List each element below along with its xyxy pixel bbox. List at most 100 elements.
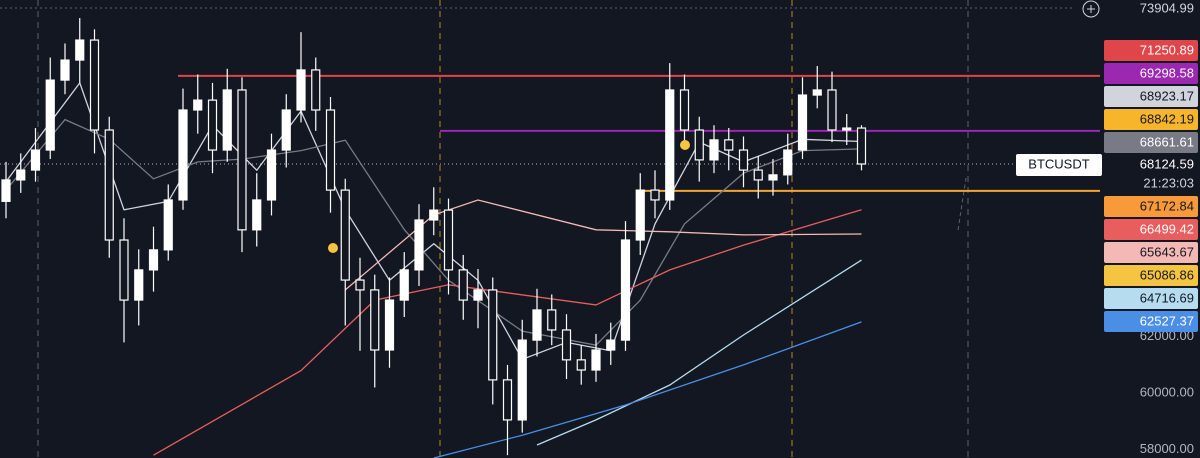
- candle-body: [370, 289, 380, 351]
- candle-body: [856, 127, 867, 165]
- candle-body: [842, 127, 852, 131]
- price-tag-label: 71250.89: [1140, 42, 1194, 57]
- candle-body: [458, 269, 468, 301]
- candle-body: [355, 279, 365, 291]
- candle-body: [399, 269, 409, 301]
- candle-body: [650, 189, 660, 201]
- price-tag-label: 68842.19: [1140, 111, 1194, 126]
- projection: [957, 177, 967, 231]
- alert-dot: [328, 243, 338, 253]
- moving-average: [433, 321, 862, 458]
- alert-dot: [680, 140, 690, 150]
- candle-body: [414, 219, 424, 271]
- candle-body: [45, 79, 55, 151]
- last-price: 68124.59: [1140, 156, 1194, 171]
- candle-body: [576, 359, 586, 371]
- candle-body: [207, 99, 218, 151]
- candle-body: [237, 89, 247, 231]
- candle-body: [163, 199, 173, 251]
- price-tag-label: 68661.61: [1140, 134, 1194, 149]
- symbol: BTCUSDT: [1028, 156, 1089, 171]
- price-tag: [1104, 288, 1198, 309]
- countdown: 21:23:03: [1143, 175, 1194, 190]
- candle-body: [561, 329, 572, 361]
- y-tick-label: 60000.00: [1140, 385, 1194, 400]
- price-tag: [1104, 86, 1198, 107]
- candle-body: [797, 94, 808, 151]
- price-tag-label: 62527.37: [1140, 313, 1194, 328]
- candle-body: [724, 139, 734, 151]
- price-tag-label: 68923.17: [1140, 88, 1194, 103]
- moving-average: [5, 118, 862, 346]
- candle-body: [812, 89, 822, 96]
- top-price: 73904.99: [1140, 0, 1194, 15]
- price-tag: [1104, 40, 1198, 61]
- candle-body: [384, 299, 395, 351]
- candle-body: [620, 239, 631, 341]
- candle-body: [768, 174, 778, 181]
- candle-body: [502, 379, 513, 421]
- price-tag-label: 65643.67: [1140, 244, 1194, 259]
- candle-body: [694, 129, 704, 161]
- candle-body: [473, 289, 483, 301]
- candle-body: [679, 89, 690, 131]
- candle-body: [429, 209, 439, 221]
- candle-body: [16, 169, 26, 181]
- candle-body: [827, 89, 837, 131]
- last-price-tag: [1104, 155, 1198, 193]
- moving-average: [153, 209, 862, 456]
- candle-body: [30, 149, 41, 171]
- candle-body: [89, 39, 100, 131]
- candle-body: [753, 169, 763, 181]
- candle-body: [75, 39, 85, 61]
- candle-body: [1, 179, 11, 202]
- candle-body: [134, 269, 144, 301]
- candle-body: [606, 339, 616, 351]
- candle-body: [119, 239, 129, 301]
- candle-body: [532, 309, 542, 341]
- candle-body: [517, 339, 527, 421]
- price-tag: [1104, 109, 1198, 130]
- candle-body: [266, 149, 277, 201]
- candle-body: [591, 349, 601, 371]
- candle-body: [281, 109, 291, 151]
- candle-body: [148, 249, 159, 271]
- price-tag: [1104, 132, 1198, 153]
- plot: [0, 18, 1100, 458]
- price-tag-label: 69298.58: [1140, 65, 1194, 80]
- price-tag-label: 66499.42: [1140, 221, 1194, 236]
- candle-body: [325, 109, 336, 191]
- candle-body: [488, 289, 498, 381]
- candle-body: [547, 309, 557, 331]
- price-tag-label: 67172.84: [1140, 198, 1194, 213]
- candle-body: [443, 209, 454, 271]
- add-button[interactable]: [1082, 0, 1100, 18]
- candle-body: [709, 139, 719, 161]
- candle-body: [60, 59, 70, 81]
- candle-body: [340, 189, 350, 281]
- price-tag: [1104, 265, 1198, 286]
- price-tag-label: 64716.69: [1140, 290, 1194, 305]
- candle-body: [222, 89, 232, 151]
- candle-body: [104, 129, 114, 241]
- price-tag: [1104, 242, 1198, 263]
- price-axis: 73904.99 BTCUSDT 58000.0060000.0062000.0…: [1016, 0, 1198, 456]
- symbol-box: [1016, 154, 1102, 176]
- candle-body: [178, 109, 188, 201]
- candle-body: [296, 69, 306, 111]
- candle-body: [665, 89, 675, 201]
- moving-average: [536, 259, 862, 446]
- candle-body: [311, 69, 321, 111]
- candle-body: [252, 199, 262, 231]
- price-tag: [1104, 311, 1198, 332]
- price-tag: [1104, 196, 1198, 217]
- candle-body: [635, 189, 645, 241]
- candle-body: [783, 149, 793, 176]
- y-tick-label: 58000.00: [1140, 441, 1194, 456]
- candle-body: [193, 99, 203, 111]
- price-tag: [1104, 219, 1198, 240]
- price-tag-label: 65086.86: [1140, 267, 1194, 282]
